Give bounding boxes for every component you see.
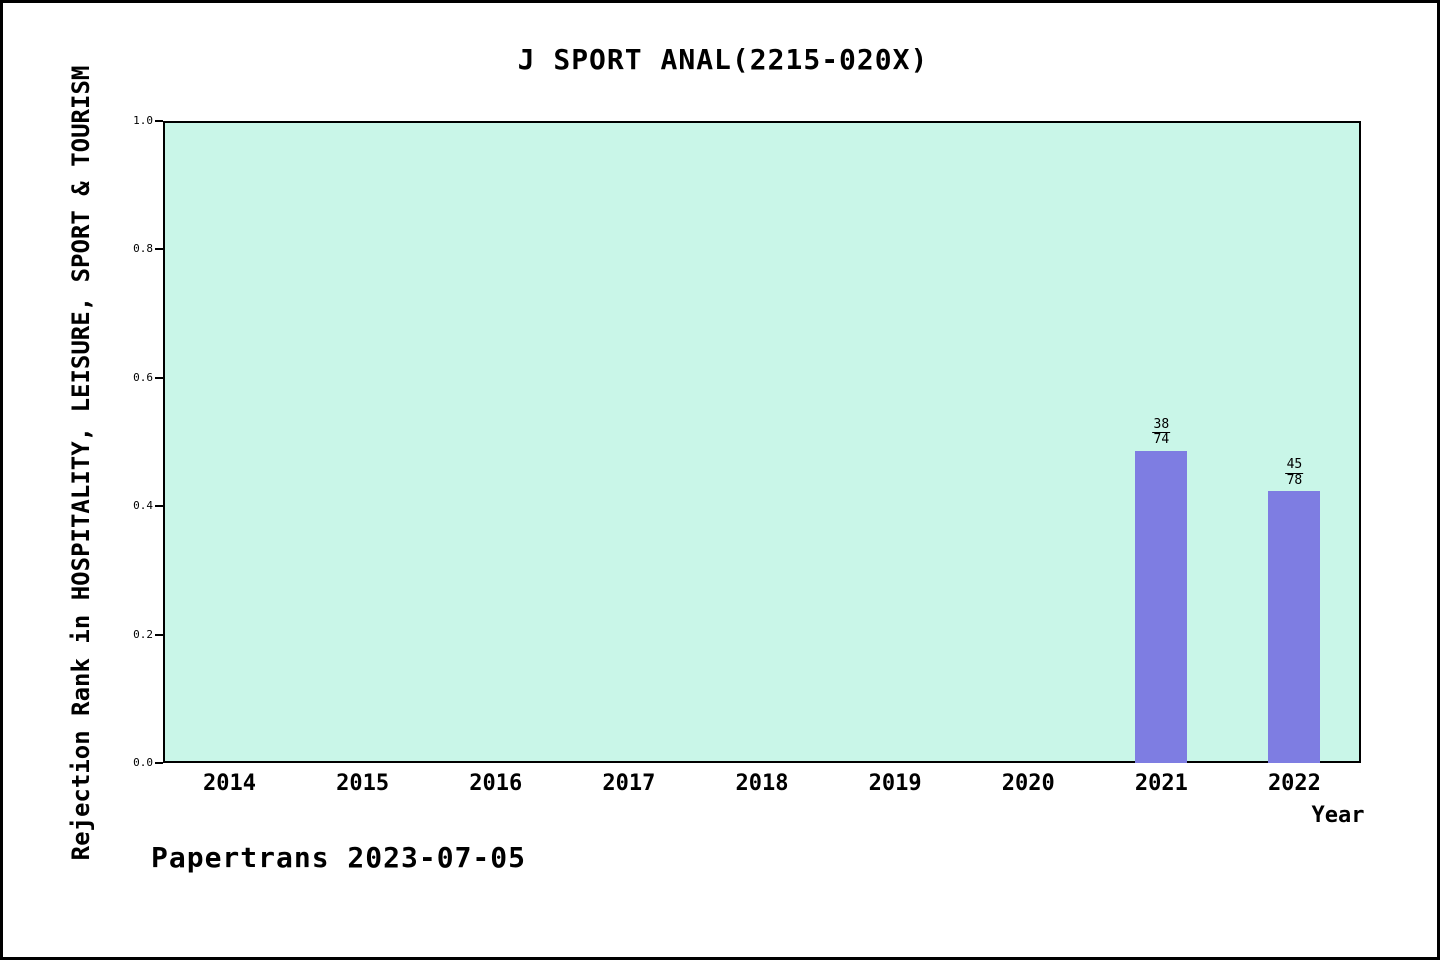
bar-value-fraction: 45 78 <box>1285 457 1304 488</box>
fraction-numerator: 45 <box>1285 457 1304 474</box>
x-tick-label: 2017 <box>602 771 656 796</box>
x-tick-label: 2018 <box>735 771 789 796</box>
fraction-numerator: 38 <box>1152 416 1171 434</box>
y-axis-label: Rejection Rank in HOSPITALITY, LEISURE, … <box>67 65 95 861</box>
y-tick-label: 0.2 <box>133 627 153 641</box>
fraction-denominator: 78 <box>1286 472 1303 488</box>
y-tick-label: 0.6 <box>133 370 153 384</box>
bar-value-fraction: 38 74 <box>1152 416 1171 448</box>
y-tick-label: 0.8 <box>133 242 153 256</box>
y-tick-mark <box>155 505 163 508</box>
footer-watermark: Papertrans 2023-07-05 <box>151 841 527 874</box>
x-tick-label: 2014 <box>203 771 257 796</box>
x-tick-label: 2020 <box>1001 771 1055 796</box>
y-tick-label: 0.0 <box>133 756 153 769</box>
y-tick-label: 0.4 <box>133 499 153 513</box>
x-tick-label: 2022 <box>1267 771 1321 796</box>
y-tick-mark <box>155 120 163 122</box>
x-axis-label: Year <box>1311 803 1365 828</box>
y-tick-mark <box>155 376 163 379</box>
y-tick-mark <box>155 248 163 251</box>
x-tick-label: 2021 <box>1134 771 1188 796</box>
y-tick-mark <box>155 762 163 764</box>
y-tick-label: 1.0 <box>133 114 153 127</box>
x-tick-label: 2016 <box>469 771 523 796</box>
bar-2021 <box>1135 450 1188 763</box>
x-tick-label: 2015 <box>336 771 390 796</box>
y-tick-mark <box>155 633 163 636</box>
bar-2022 <box>1268 491 1321 763</box>
fraction-denominator: 74 <box>1153 432 1170 448</box>
chart-title: J SPORT ANAL(2215-020X) <box>517 43 929 76</box>
x-tick-label: 2019 <box>868 771 922 796</box>
